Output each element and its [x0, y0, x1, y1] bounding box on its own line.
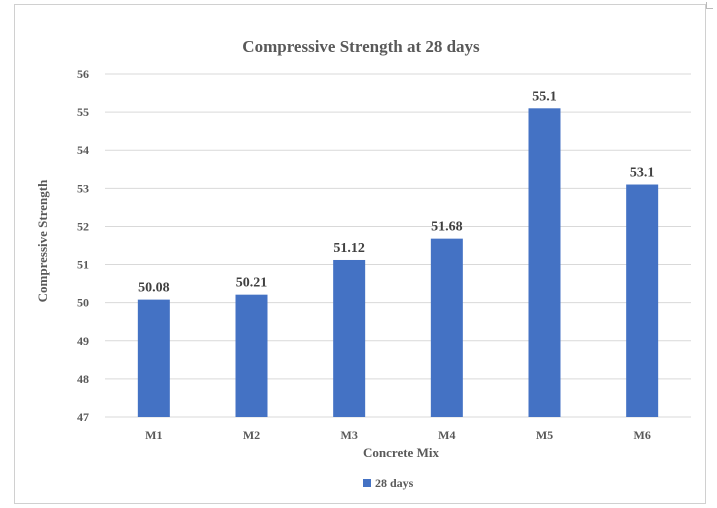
chart-title: Compressive Strength at 28 days	[242, 37, 480, 56]
y-axis-ticks: 47 48 49 50 51 52 53 54 55 56	[77, 67, 89, 424]
y-tick-label: 53	[77, 181, 89, 195]
chart-svg: Compressive Strength at 28 days 50.08 50.…	[35, 37, 691, 490]
bar-m1	[137, 299, 170, 417]
legend-label: 28 days	[375, 476, 414, 490]
y-tick-label: 48	[77, 372, 89, 386]
y-tick-label: 47	[77, 410, 89, 424]
data-labels: 50.08 50.21 51.12 51.68 55.1 53.1	[138, 89, 654, 295]
bar-m5	[528, 108, 561, 418]
y-tick-label: 52	[77, 219, 89, 233]
x-tick-label: M2	[243, 428, 260, 442]
data-label-m3: 51.12	[333, 241, 365, 256]
bar-m3	[333, 259, 366, 417]
bars	[137, 108, 659, 418]
y-tick-label: 49	[77, 334, 89, 348]
x-tick-label: M4	[438, 428, 455, 442]
bar-m6	[626, 184, 659, 417]
x-axis-title: Concrete Mix	[363, 445, 439, 460]
chart-frame: Compressive Strength at 28 days 50.08 50.…	[14, 4, 706, 504]
y-tick-label: 56	[77, 67, 89, 81]
x-tick-label: M3	[341, 428, 358, 442]
bar-m4	[430, 238, 463, 417]
gridlines	[105, 73, 691, 418]
x-tick-label: M6	[634, 428, 651, 442]
data-label-m2: 50.21	[236, 276, 268, 291]
data-label-m5: 55.1	[532, 89, 557, 104]
x-axis-ticks: M1 M2 M3 M4 M5 M6	[145, 428, 651, 442]
corner-mark	[706, 2, 713, 9]
data-label-m1: 50.08	[138, 281, 170, 296]
x-tick-label: M5	[536, 428, 553, 442]
y-tick-label: 54	[77, 143, 89, 157]
legend: 28 days	[363, 476, 414, 490]
x-tick-label: M1	[145, 428, 162, 442]
data-label-m4: 51.68	[431, 220, 463, 235]
y-axis-title: Compressive Strength	[35, 179, 50, 302]
y-tick-label: 51	[77, 258, 89, 272]
data-label-m6: 53.1	[630, 166, 655, 181]
y-tick-label: 50	[77, 296, 89, 310]
legend-swatch	[363, 479, 371, 487]
bar-m2	[235, 294, 268, 417]
y-tick-label: 55	[77, 105, 89, 119]
